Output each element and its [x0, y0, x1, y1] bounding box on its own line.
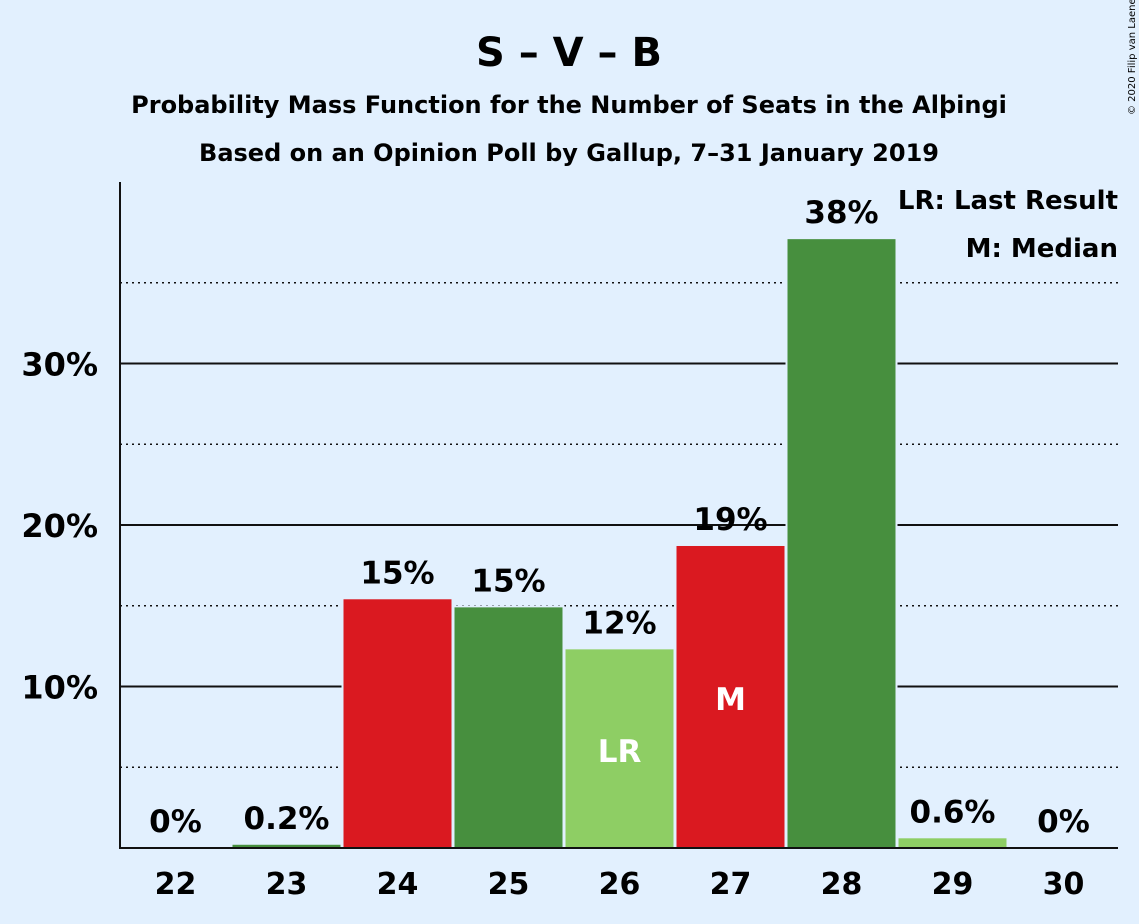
chart-subtitle-2: Based on an Opinion Poll by Gallup, 7–31… [199, 139, 939, 167]
bar-25 [454, 607, 563, 848]
x-tick-label-30: 30 [1043, 867, 1085, 902]
x-tick-label-23: 23 [266, 867, 308, 902]
bars [230, 237, 1009, 848]
axes: 10% 20% 30% 22 23 24 25 26 27 28 29 30 [21, 182, 1118, 902]
x-tick-label-26: 26 [599, 867, 641, 902]
data-label-23: 0.2% [244, 801, 330, 837]
legend-last-result: LR: Last Result [898, 186, 1118, 216]
chart-title: S – V – B [476, 30, 662, 76]
x-tick-label-24: 24 [377, 867, 419, 902]
x-tick-label-25: 25 [488, 867, 530, 902]
data-label-30: 0% [1037, 804, 1090, 840]
y-tick-label: 30% [21, 346, 98, 384]
data-label-28: 38% [804, 195, 878, 231]
data-label-25: 15% [471, 563, 545, 599]
y-tick-label: 10% [21, 669, 98, 707]
bar-23 [232, 844, 341, 848]
data-label-27: 19% [693, 502, 767, 538]
labels: 0% 0.2% 15% 15% 12% LR 19% M 38% 0.6% 0% [149, 195, 1090, 840]
bar-24 [343, 599, 452, 848]
x-tick-label-27: 27 [710, 867, 752, 902]
bar-annotation-m: M [715, 682, 746, 718]
y-tick-label: 20% [21, 507, 98, 545]
x-tick-label-29: 29 [932, 867, 974, 902]
copyright-text: © 2020 Filip van Laenen [1127, 0, 1138, 115]
x-tick-label-28: 28 [821, 867, 863, 902]
bar-26 [565, 649, 674, 848]
bar-annotation-lr: LR [598, 734, 642, 770]
data-label-22: 0% [149, 804, 202, 840]
chart-subtitle-1: Probability Mass Function for the Number… [131, 91, 1007, 119]
data-label-24: 15% [360, 555, 434, 591]
bar-27 [676, 545, 785, 848]
data-label-26: 12% [582, 605, 656, 641]
legend-median: M: Median [966, 234, 1118, 264]
x-tick-label-22: 22 [155, 867, 197, 902]
data-label-29: 0.6% [910, 794, 996, 830]
bar-29 [898, 838, 1007, 848]
bar-28 [787, 239, 896, 848]
